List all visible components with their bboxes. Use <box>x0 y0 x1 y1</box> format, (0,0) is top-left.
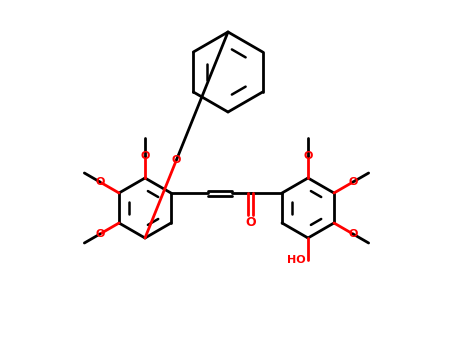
Text: HO: HO <box>288 255 306 265</box>
Text: O: O <box>349 229 358 239</box>
Text: O: O <box>246 216 256 229</box>
Text: O: O <box>95 229 105 239</box>
Text: O: O <box>349 177 358 187</box>
Text: O: O <box>172 155 181 165</box>
Text: O: O <box>303 151 313 161</box>
Text: O: O <box>95 177 105 187</box>
Text: O: O <box>140 151 150 161</box>
